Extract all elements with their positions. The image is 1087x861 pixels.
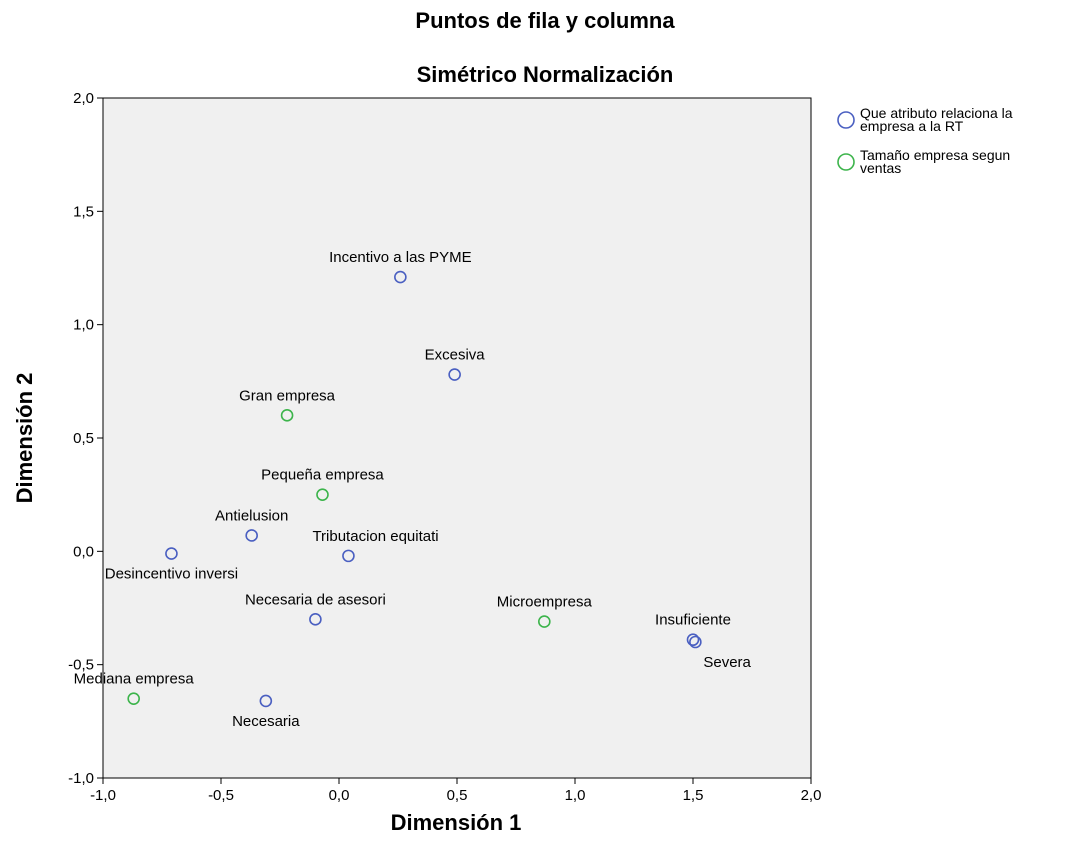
data-point-label: Mediana empresa — [74, 671, 195, 688]
legend-label: empresa a la RT — [860, 118, 964, 134]
x-tick-label: 1,5 — [683, 787, 704, 804]
data-point — [686, 633, 700, 647]
y-tick-label: -1,0 — [68, 770, 94, 787]
x-axis-title: Dimensión 1 — [391, 810, 522, 835]
data-point — [394, 270, 407, 284]
data-point-label: Microempresa — [497, 594, 593, 611]
x-tick-label: 2,0 — [801, 787, 822, 804]
data-point-label: Necesaria — [232, 713, 300, 730]
data-point-label: Excesiva — [425, 347, 486, 364]
chart-title: Puntos de fila y columna — [415, 8, 675, 33]
data-point-label: Pequeña empresa — [261, 467, 384, 484]
data-point — [245, 529, 258, 542]
data-point — [127, 692, 140, 705]
data-point — [259, 694, 273, 708]
data-point-label: Severa — [703, 654, 751, 671]
data-point — [309, 613, 322, 626]
y-tick-label: -0,5 — [68, 657, 94, 674]
data-point — [448, 368, 461, 381]
legend-label: ventas — [860, 160, 901, 176]
y-axis: -1,0 -0,5 0,0 0,5 1,0 1,5 2,0 — [68, 90, 103, 787]
data-point — [165, 547, 178, 560]
data-points: Incentivo a las PYME Excesiva Antielusion T… — [74, 249, 752, 730]
y-tick-label: 1,5 — [73, 203, 94, 220]
y-tick-label: 0,0 — [73, 543, 94, 560]
data-point — [689, 635, 702, 649]
data-point-label: Necesaria de asesori — [245, 591, 386, 608]
data-point — [316, 488, 329, 501]
plot-area — [102, 97, 812, 779]
legend-label: Tamaño empresa segun — [860, 147, 1010, 163]
y-tick-label: 1,0 — [73, 317, 94, 334]
legend-marker — [837, 153, 855, 171]
x-tick-label: 1,0 — [565, 787, 586, 804]
x-tick-label: -1,0 — [90, 787, 116, 804]
y-axis-title: Dimensión 2 — [12, 373, 37, 504]
x-tick-label: 0,5 — [447, 787, 468, 804]
data-point-label: Gran empresa — [239, 387, 336, 404]
legend-label: Que atributo relaciona la — [860, 105, 1013, 121]
x-tick-label: -0,5 — [208, 787, 234, 804]
data-point — [342, 549, 355, 563]
y-tick-label: 0,5 — [73, 430, 94, 447]
chart-subtitle: Simétrico Normalización — [417, 62, 674, 87]
data-point — [538, 615, 551, 628]
data-point-label: Insuficiente — [655, 612, 731, 629]
data-point-label: Tributacion equitati — [312, 528, 438, 545]
data-point-label: Desincentivo inversi — [105, 566, 238, 583]
y-tick-label: 2,0 — [73, 90, 94, 107]
data-point-label: Antielusion — [215, 507, 288, 524]
x-tick-label: 0,0 — [329, 787, 350, 804]
data-point-label: Incentivo a las PYME — [329, 249, 472, 266]
x-axis: -1,0 -0,5 0,0 0,5 1,0 1,5 2,0 — [90, 778, 821, 804]
data-point — [280, 409, 294, 422]
legend-marker — [837, 111, 855, 129]
